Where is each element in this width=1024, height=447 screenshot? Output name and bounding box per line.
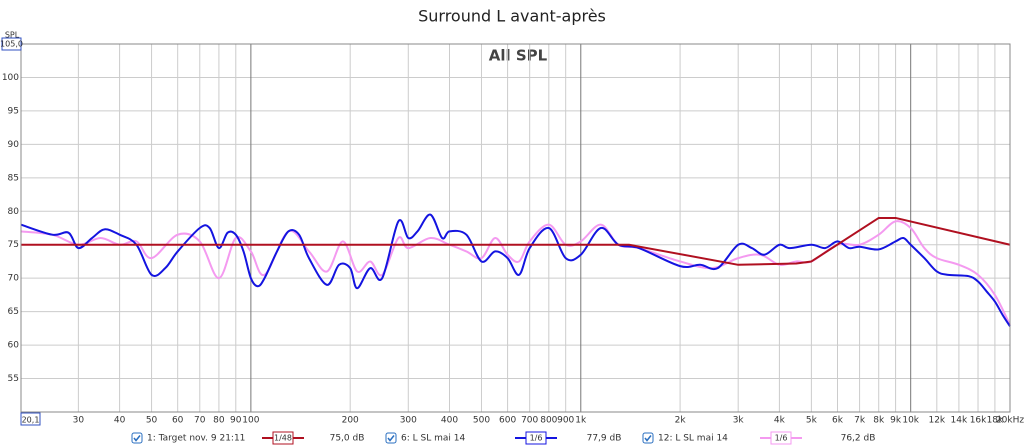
y-tick-label: 60 [8,341,20,351]
y-tick-label: 75 [8,240,19,250]
x-tick-label: 20kHz [996,416,1024,426]
x-tick-label: 700 [521,416,538,426]
legend-level: 77,9 dB [587,434,622,444]
x-tick-label: 7k [854,416,866,426]
x-tick-label: 50 [146,416,158,426]
x-tick-label: 3k [733,416,745,426]
y-tick-label: 85 [8,173,19,183]
x-tick-label: 900 [557,416,574,426]
y-tick-label: 65 [8,307,19,317]
legend-smoothing: 1/48 [274,434,292,443]
legend-checkmark [387,435,395,442]
chart-title: Surround L avant-après [418,7,606,26]
x-tick-label: 20,1 [22,416,40,425]
y-tick-label: 90 [8,140,20,150]
y-tick-label: 55 [8,374,19,384]
x-tick-label: 100 [242,416,259,426]
y-tick-label: 80 [8,207,20,217]
x-tick-label: 12k [928,416,945,426]
x-tick-label: 30 [73,416,85,426]
y-tick-label: 70 [8,274,20,284]
legend-smoothing: 1/6 [775,434,788,443]
x-tick-label: 9k [890,416,902,426]
tick-box [1,37,22,51]
y-axis-label: SPL [5,31,20,40]
legend-smoothing-box [525,431,547,445]
legend-smoothing-box [770,431,792,445]
chart-subtitle: All SPL [489,47,548,65]
x-tick-label: 8k [873,416,885,426]
x-tick-label: 90 [230,416,242,426]
curves [20,213,1011,327]
y-tick-label: 95 [8,106,19,116]
x-tick-label: 80 [213,416,225,426]
tick-box [20,412,41,426]
legend-smoothing-box [272,431,294,445]
line-series [20,213,1011,327]
x-tick-label: 6k [832,416,844,426]
line-series [21,216,1011,266]
x-tick-label: 500 [473,416,490,426]
legend-checkbox [642,432,654,444]
x-tick-label: 800 [540,416,557,426]
plot-frame [20,43,1011,413]
legend-level: 76,2 dB [841,434,876,444]
x-tick-label: 200 [342,416,359,426]
y-tick-label: 105,0 [0,40,23,49]
x-tick-label: 300 [400,416,417,426]
legend-checkmark [133,435,141,442]
x-tick-label: 4k [774,416,786,426]
legend-checkbox [385,432,397,444]
x-tick-label: 40 [114,416,126,426]
x-tick-label: 16k [970,416,987,426]
x-tick-label: 2k [675,416,687,426]
legend-checkmark [644,435,652,442]
x-tick-label: 14k [951,416,968,426]
x-tick-label: 60 [172,416,184,426]
x-tick-label: 10k [902,416,919,426]
legend-smoothing: 1/6 [530,434,543,443]
x-tick-label: 70 [194,416,206,426]
legend-label: 6: L SL mai 14 [401,434,465,444]
x-tick-label: 400 [441,416,458,426]
legend-checkbox [131,432,143,444]
y-tick-label: 100 [2,73,19,83]
x-tick-label: 600 [499,416,516,426]
x-tick-label: 18k [987,416,1004,426]
legend-level: 75,0 dB [330,434,365,444]
x-tick-label: 1k [575,416,587,426]
legend-label: 1: Target nov. 9 21:11 [147,434,245,444]
x-tick-label: 5k [806,416,818,426]
legend-label: 12: L SL mai 14 [658,434,728,444]
